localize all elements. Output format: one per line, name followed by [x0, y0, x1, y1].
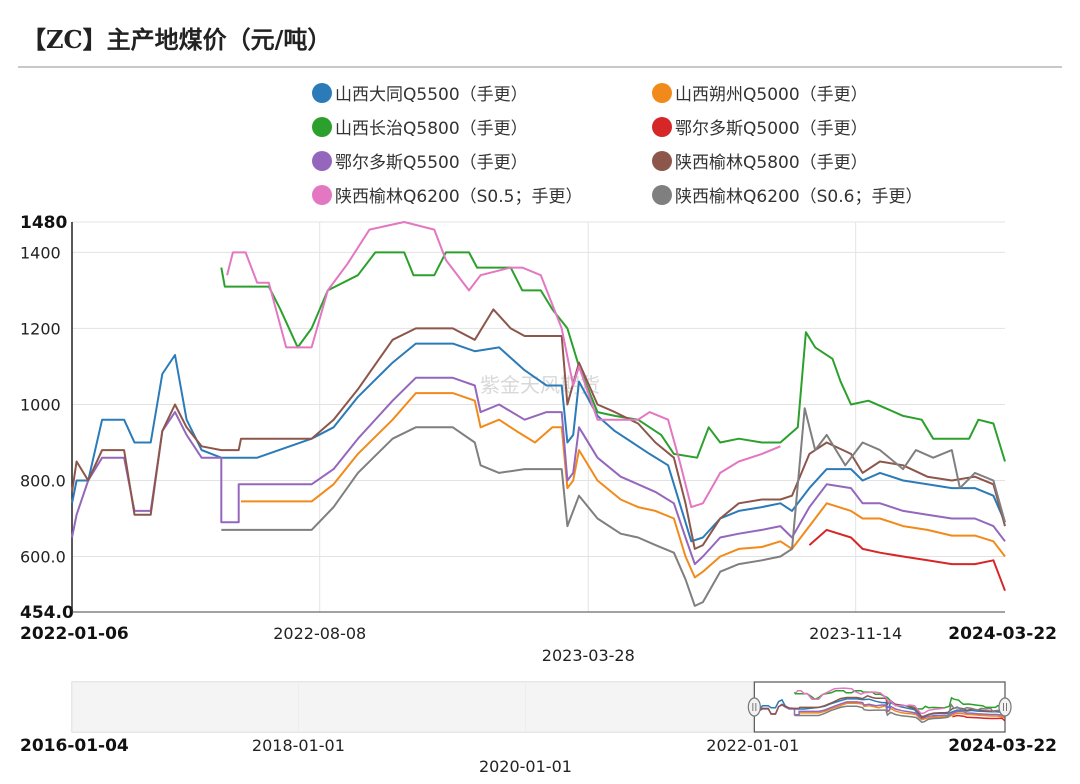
- legend-label: 陕西榆林Q6200（S0.6；手更）: [675, 187, 923, 207]
- x-axis: 2022-01-06 2022-08-08 2023-03-28 2023-11-14…: [20, 222, 1057, 665]
- y-tick-label: 1200: [20, 319, 61, 338]
- legend-label: 山西朔州Q5000（手更）: [675, 85, 868, 105]
- navigator-tick-label: 2024-03-22: [948, 736, 1057, 756]
- y-tick-label: 1000: [20, 395, 61, 414]
- chart-title: 【ZC】主产地煤价（元/吨）: [22, 25, 332, 54]
- series-line-6: [71, 308, 1006, 550]
- legend-marker: [312, 116, 332, 137]
- y-tick-label: 800.0: [20, 471, 66, 490]
- legend-marker: [652, 184, 672, 205]
- legend-marker: [312, 82, 332, 103]
- navigator-left-handle[interactable]: [747, 697, 761, 717]
- legend-item[interactable]: 鄂尔多斯Q5000（手更）: [652, 114, 868, 139]
- legend-marker: [652, 82, 672, 103]
- legend-label: 山西长治Q5800（手更）: [335, 119, 528, 139]
- y-tick-label: 454.0: [20, 603, 74, 623]
- navigator-right-handle[interactable]: [998, 697, 1012, 717]
- x-tick-label: 2024-03-22: [948, 624, 1057, 644]
- legend-item[interactable]: 山西朔州Q5000（手更）: [652, 80, 868, 105]
- y-tick-label: 1480: [20, 213, 67, 233]
- x-tick-label: 2022-08-08: [273, 624, 366, 643]
- series-line-1: [71, 342, 1006, 543]
- x-tick-label: 2023-11-14: [809, 624, 902, 643]
- legend-marker: [652, 150, 672, 171]
- legend-item[interactable]: 鄂尔多斯Q5500（手更）: [312, 148, 528, 173]
- legend-item[interactable]: 山西长治Q5800（手更）: [312, 114, 528, 139]
- legend-item[interactable]: 陕西榆林Q5800（手更）: [652, 148, 868, 173]
- series-line-4: [808, 528, 1006, 592]
- y-tick-label: 600.0: [20, 548, 66, 567]
- legend-label: 陕西榆林Q5800（手更）: [675, 153, 868, 173]
- legend-label: 鄂尔多斯Q5000（手更）: [675, 119, 868, 139]
- navigator-series-7: [795, 687, 945, 715]
- navigator-series-4: [952, 714, 1006, 722]
- legend-label: 鄂尔多斯Q5500（手更）: [335, 153, 528, 173]
- navigator-series-8: [794, 702, 1006, 723]
- x-tick-label: 2023-03-28: [542, 646, 635, 665]
- title-divider: [18, 66, 1062, 68]
- series-line-2: [241, 392, 1006, 579]
- series-lines: [71, 221, 1006, 607]
- legend-item[interactable]: 陕西榆林Q6200（S0.6；手更）: [652, 182, 922, 207]
- legend-item[interactable]: 山西大同Q5500（手更）: [312, 80, 528, 105]
- navigator: 2016-01-04 2018-01-01 2020-01-01 2022-01-01…: [20, 681, 1057, 776]
- grid: [72, 221, 1005, 613]
- navigator-tick-label: 2020-01-01: [479, 757, 572, 776]
- legend-marker: [312, 184, 332, 205]
- navigator-mask: [72, 682, 755, 732]
- navigator-tick-label: 2018-01-01: [252, 736, 345, 755]
- legend-marker: [652, 116, 672, 137]
- navigator-tick-label: 2016-01-04: [20, 736, 129, 756]
- legend-marker: [312, 150, 332, 171]
- y-tick-label: 1400: [20, 243, 61, 262]
- series-line-5: [71, 376, 1006, 566]
- legend-label: 山西大同Q5500（手更）: [335, 85, 528, 105]
- x-tick-label: 2022-01-06: [20, 624, 129, 644]
- navigator-tick-label: 2022-01-01: [706, 736, 799, 755]
- legend-label: 陕西榆林Q6200（S0.5；手更）: [335, 187, 583, 207]
- series-line-7: [226, 221, 781, 509]
- navigator-series-2: [799, 702, 1006, 721]
- legend-item[interactable]: 陕西榆林Q6200（S0.5；手更）: [312, 182, 582, 207]
- y-axis: 454.0 600.0 800.0 1000 1200 1400 1480: [20, 213, 74, 623]
- series-line-8: [221, 407, 1006, 607]
